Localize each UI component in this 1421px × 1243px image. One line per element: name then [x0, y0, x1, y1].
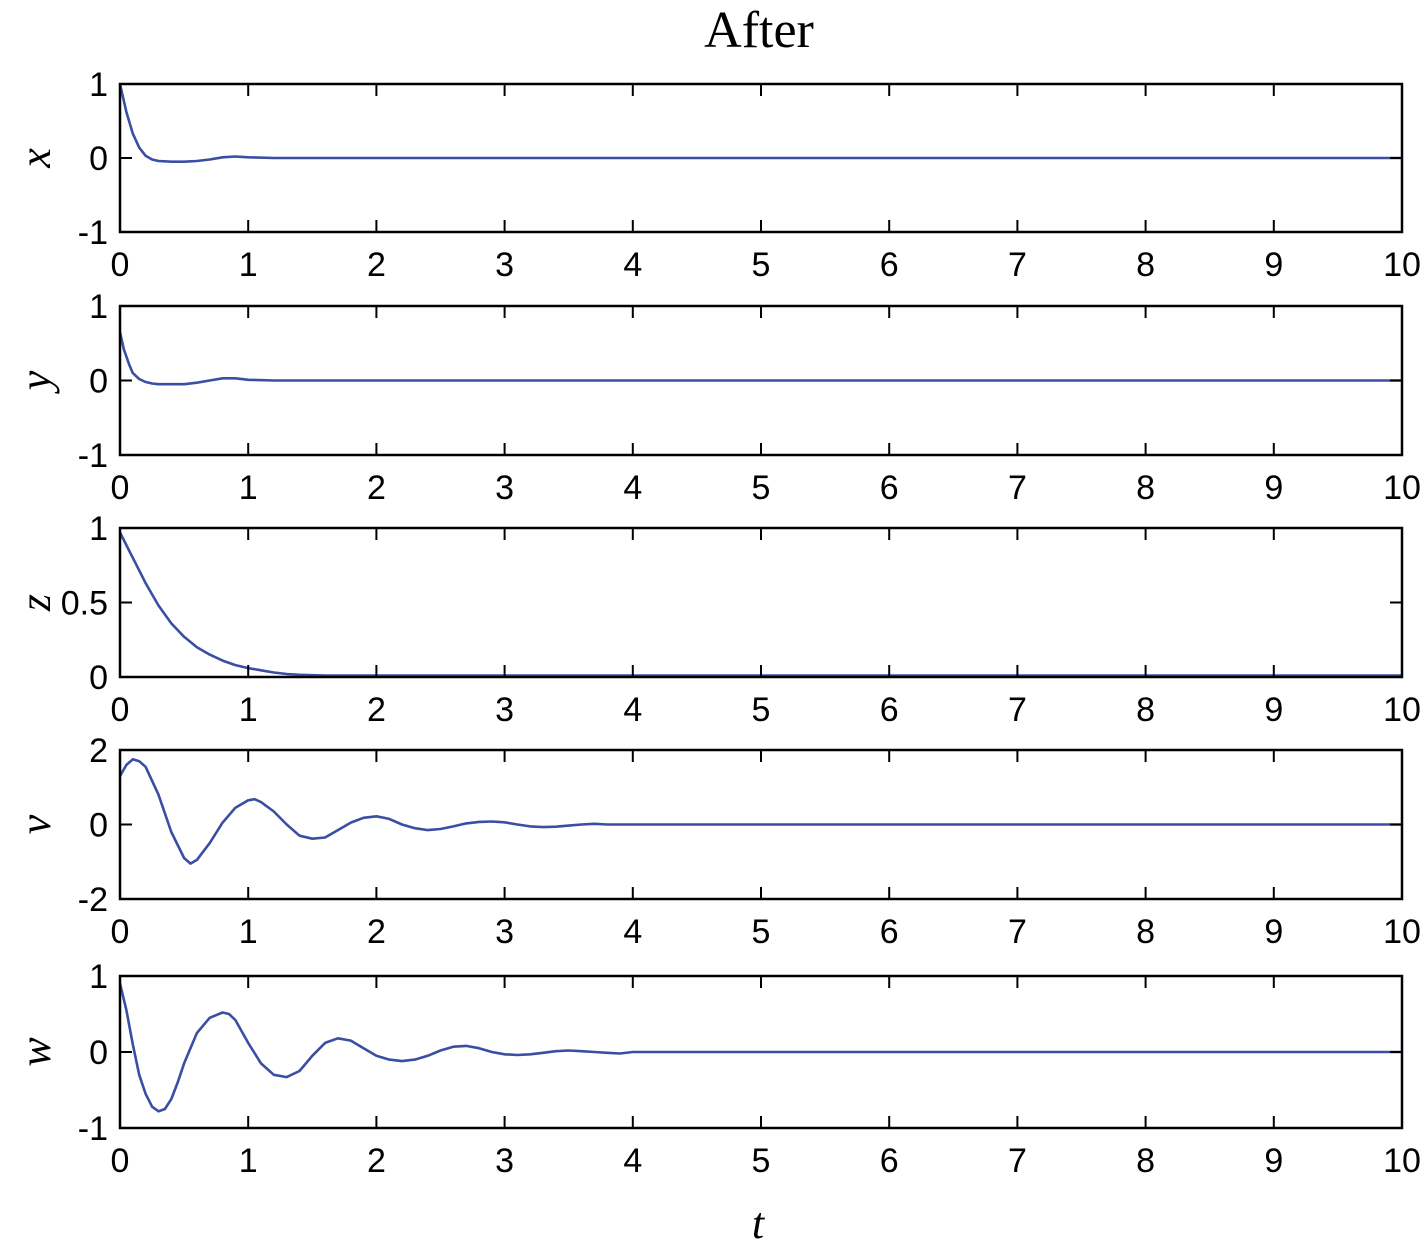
- series-line-z: [118, 531, 1402, 677]
- x-tick-label-w: 4: [623, 1142, 642, 1180]
- x-tick-label-v: 2: [367, 913, 386, 951]
- x-tick-label-z: 5: [752, 691, 771, 729]
- x-tick-label-w: 6: [880, 1142, 899, 1180]
- x-tick-label-w: 1: [239, 1142, 258, 1180]
- x-tick-label-v: 9: [1264, 913, 1283, 951]
- y-tick-label-v: 2: [89, 732, 108, 770]
- x-tick-label-v: 8: [1136, 913, 1155, 951]
- y-tick-label-v: -2: [78, 881, 108, 919]
- y-tick-label-v: 0: [89, 807, 108, 845]
- x-tick-label-v: 4: [623, 913, 642, 951]
- y-axis-label-w: w: [11, 1037, 60, 1067]
- x-tick-label-z: 8: [1136, 691, 1155, 729]
- x-tick-label-x: 1: [239, 246, 258, 284]
- y-axis-label-z: z: [11, 594, 60, 612]
- series-line-y: [118, 331, 1402, 386]
- x-tick-label-v: 6: [880, 913, 899, 951]
- y-tick-label-y: -1: [78, 437, 108, 475]
- series-line-w: [118, 983, 1402, 1113]
- x-tick-label-x: 8: [1136, 246, 1155, 284]
- y-tick-label-w: -1: [78, 1110, 108, 1148]
- y-axis-label-y: y: [11, 370, 60, 394]
- y-tick-label-x: -1: [78, 214, 108, 252]
- x-tick-label-x: 9: [1264, 246, 1283, 284]
- series-line-x: [118, 83, 1402, 163]
- x-tick-label-v: 10: [1383, 913, 1421, 951]
- x-tick-label-z: 0: [111, 691, 130, 729]
- x-tick-label-w: 10: [1383, 1142, 1421, 1180]
- x-tick-label-v: 1: [239, 913, 258, 951]
- axes-frame-z: [118, 526, 1404, 679]
- x-tick-label-z: 6: [880, 691, 899, 729]
- y-axis-label-v: v: [11, 814, 60, 834]
- x-tick-label-w: 5: [752, 1142, 771, 1180]
- y-tick-label-y: 1: [89, 288, 108, 326]
- x-tick-label-y: 6: [880, 469, 899, 507]
- y-tick-label-x: 0: [89, 140, 108, 178]
- x-tick-label-z: 2: [367, 691, 386, 729]
- subplot-z: 0 1 2 3 4 5 6 7 8 9 10 1 0.5 0 z: [11, 510, 1421, 729]
- y-tick-label-w: 0: [89, 1034, 108, 1072]
- x-tick-label-y: 1: [239, 469, 258, 507]
- x-tick-label-z: 4: [623, 691, 642, 729]
- x-tick-label-z: 7: [1008, 691, 1027, 729]
- x-tick-label-v: 3: [495, 913, 514, 951]
- x-tick-label-y: 0: [111, 469, 130, 507]
- y-tick-label-x: 1: [89, 66, 108, 104]
- x-tick-label-z: 1: [239, 691, 258, 729]
- x-tick-label-w: 9: [1264, 1142, 1283, 1180]
- x-tick-label-y: 9: [1264, 469, 1283, 507]
- x-tick-label-z: 9: [1264, 691, 1283, 729]
- x-tick-label-x: 4: [623, 246, 642, 284]
- x-tick-label-y: 3: [495, 469, 514, 507]
- x-tick-label-y: 2: [367, 469, 386, 507]
- x-tick-label-w: 8: [1136, 1142, 1155, 1180]
- x-tick-label-z: 3: [495, 691, 514, 729]
- y-tick-label-z: 1: [89, 510, 108, 548]
- x-tick-label-x: 3: [495, 246, 514, 284]
- x-tick-label-x: 10: [1383, 246, 1421, 284]
- y-tick-label-y: 0: [89, 363, 108, 401]
- x-tick-label-y: 4: [623, 469, 642, 507]
- x-tick-label-y: 10: [1383, 469, 1421, 507]
- x-tick-label-y: 7: [1008, 469, 1027, 507]
- x-tick-label-v: 5: [752, 913, 771, 951]
- x-tick-label-w: 0: [111, 1142, 130, 1180]
- x-tick-label-y: 8: [1136, 469, 1155, 507]
- x-tick-label-w: 7: [1008, 1142, 1027, 1180]
- y-tick-label-w: 1: [89, 958, 108, 996]
- y-tick-label-z: 0.5: [61, 585, 108, 623]
- x-tick-label-v: 0: [111, 913, 130, 951]
- x-tick-label-w: 2: [367, 1142, 386, 1180]
- series-line-v: [118, 758, 1402, 865]
- x-tick-label-w: 3: [495, 1142, 514, 1180]
- x-tick-label-x: 0: [111, 246, 130, 284]
- x-tick-label-x: 7: [1008, 246, 1027, 284]
- x-tick-label-v: 7: [1008, 913, 1027, 951]
- x-tick-label-y: 5: [752, 469, 771, 507]
- x-tick-label-x: 2: [367, 246, 386, 284]
- x-tick-label-z: 10: [1383, 691, 1421, 729]
- y-tick-label-z: 0: [89, 659, 108, 697]
- x-tick-label-x: 5: [752, 246, 771, 284]
- y-axis-label-x: x: [11, 148, 60, 169]
- x-tick-label-x: 6: [880, 246, 899, 284]
- chart-title: After: [704, 2, 814, 59]
- x-axis-label: t: [752, 1199, 766, 1243]
